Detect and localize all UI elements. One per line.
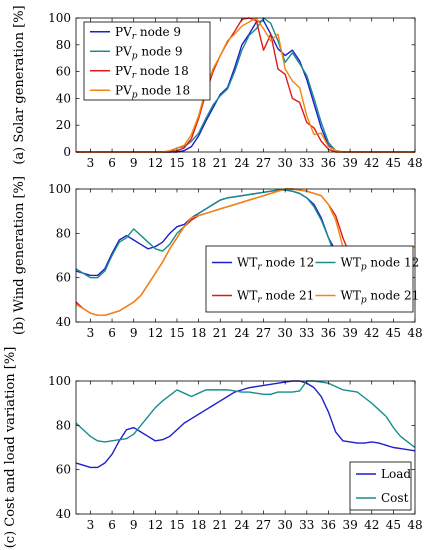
x-tick-label: 45 <box>386 156 401 170</box>
x-tick-label: 3 <box>87 518 95 532</box>
legend-label: WTr node 12 <box>237 256 314 273</box>
x-tick-label: 33 <box>299 518 314 532</box>
y-tick-label: 40 <box>56 507 71 521</box>
x-tick-label: 3 <box>87 156 95 170</box>
series-line-2 <box>76 380 415 449</box>
x-tick-label: 39 <box>342 518 357 532</box>
y-tick-label: 100 <box>48 182 71 196</box>
y-tick-label: 100 <box>48 374 71 388</box>
x-tick-label: 21 <box>213 326 228 340</box>
x-tick-label: 18 <box>191 518 206 532</box>
x-tick-label: 12 <box>148 156 163 170</box>
x-tick-label: 3 <box>87 326 95 340</box>
legend-box <box>205 245 414 313</box>
x-tick-label: 6 <box>108 326 116 340</box>
y-tick-label: 100 <box>48 11 71 25</box>
y-tick-label: 80 <box>56 226 71 240</box>
y-tick-label: 80 <box>56 38 71 52</box>
series-line-1 <box>76 380 415 469</box>
series-group <box>76 380 415 469</box>
legend-label: PVp node 9 <box>115 44 183 61</box>
x-tick-label: 30 <box>278 326 293 340</box>
x-tick-label: 9 <box>130 518 138 532</box>
x-tick-label: 9 <box>130 156 138 170</box>
y-tick-label: 60 <box>56 271 71 285</box>
x-tick-label: 15 <box>169 326 184 340</box>
y-axis-label: (c) Cost and load variation [%] <box>3 347 18 549</box>
x-tick-label: 42 <box>364 156 379 170</box>
x-tick-label: 39 <box>342 156 357 170</box>
legend-label: WTr node 21 <box>237 289 314 306</box>
x-tick-label: 24 <box>234 326 250 340</box>
x-tick-label: 45 <box>386 326 401 340</box>
x-tick-label: 27 <box>256 518 271 532</box>
legend: Load Cost <box>349 461 412 511</box>
plot-frame <box>75 188 416 323</box>
plot-frame <box>75 380 416 515</box>
x-tick-label: 48 <box>407 518 422 532</box>
x-tick-label: 18 <box>191 156 206 170</box>
x-tick-label: 9 <box>130 326 138 340</box>
y-axis-label: (b) Wind generation [%] <box>12 176 27 335</box>
x-tick-label: 36 <box>321 518 336 532</box>
plot-frame <box>75 17 416 153</box>
legend-label: PVr node 9 <box>115 25 181 42</box>
x-tick-label: 6 <box>108 156 116 170</box>
x-tick-label: 42 <box>364 518 379 532</box>
y-tick-label: 60 <box>56 463 71 477</box>
legend-box <box>83 21 211 101</box>
legend-box <box>349 461 412 511</box>
x-tick-label: 48 <box>407 326 422 340</box>
x-tick-label: 27 <box>256 326 271 340</box>
x-tick-label: 45 <box>386 518 401 532</box>
legend-label: Cost <box>381 491 409 505</box>
x-tick-label: 30 <box>278 156 293 170</box>
x-tick-label: 48 <box>407 156 422 170</box>
legend-label: WTp node 12 <box>341 256 420 273</box>
x-tick-label: 33 <box>299 326 314 340</box>
chart-panel-2: 3 6 9 12 15 18 21 24 27 30 33 36 39 42 45 48406080100(b… <box>12 176 423 340</box>
x-tick-label: 6 <box>108 518 116 532</box>
y-tick-label: 0 <box>63 145 71 159</box>
x-tick-label: 24 <box>234 156 250 170</box>
x-tick-label: 18 <box>191 326 206 340</box>
y-axis-label: (a) Solar generation [%] <box>12 5 27 164</box>
legend-label: PVr node 18 <box>115 64 189 81</box>
legend: WTr node 12 WTp node 12 WTr node 21 WTp nod… <box>205 245 420 313</box>
x-tick-label: 36 <box>321 156 336 170</box>
x-tick-label: 12 <box>148 518 163 532</box>
x-tick-label: 15 <box>169 518 184 532</box>
x-tick-label: 24 <box>234 518 250 532</box>
x-tick-label: 33 <box>299 156 314 170</box>
x-tick-label: 21 <box>213 156 228 170</box>
x-tick-label: 12 <box>148 326 163 340</box>
x-tick-label: 27 <box>256 156 271 170</box>
chart-panel-1: 3 6 9 12 15 18 21 24 27 30 33 36 39 42 45 4802040608010… <box>12 5 423 170</box>
x-tick-label: 39 <box>342 326 357 340</box>
legend-label: PVp node 18 <box>115 83 190 100</box>
chart-panel-3: 3 6 9 12 15 18 21 24 27 30 33 36 39 42 45 48406080100(c… <box>3 347 423 549</box>
y-tick-label: 80 <box>56 418 71 432</box>
x-tick-label: 21 <box>213 518 228 532</box>
y-tick-label: 60 <box>56 65 71 79</box>
legend: PVr node 9 PVp node 9 PVr node 18 PVp node … <box>83 21 211 101</box>
x-tick-label: 15 <box>169 156 184 170</box>
legend-label: Load <box>381 467 411 481</box>
legend-label: WTp node 21 <box>341 289 420 306</box>
x-tick-label: 42 <box>364 326 379 340</box>
x-tick-label: 30 <box>278 518 293 532</box>
y-tick-label: 40 <box>56 91 71 105</box>
y-tick-label: 40 <box>56 315 71 329</box>
y-tick-label: 20 <box>56 118 71 132</box>
x-tick-label: 36 <box>321 326 336 340</box>
